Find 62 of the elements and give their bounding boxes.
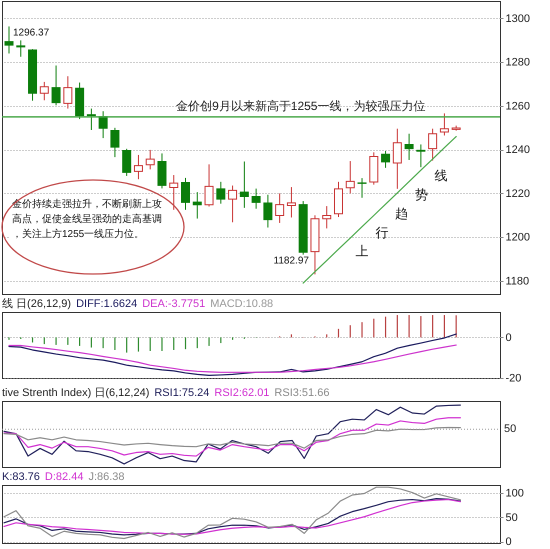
candlestick bbox=[346, 160, 355, 194]
line-series bbox=[8, 344, 457, 373]
text: DEA:-3.7751 bbox=[142, 298, 206, 310]
text: RSI1:75.24 bbox=[154, 387, 210, 399]
candlestick bbox=[192, 192, 202, 220]
text: K:83.76 bbox=[2, 471, 40, 483]
candlestick bbox=[392, 128, 402, 190]
y-tick-label: 0 bbox=[506, 536, 512, 548]
y-tick-label: 1260 bbox=[506, 100, 530, 112]
y-tick-label: 100 bbox=[506, 488, 524, 500]
candlestick bbox=[181, 177, 190, 210]
candlestick bbox=[134, 154, 143, 180]
candlestick bbox=[122, 148, 132, 176]
candlestick bbox=[110, 127, 120, 158]
y-tick-label: 1300 bbox=[506, 12, 530, 25]
ref-line-label: 金价创9月以来新高于1255一线，为较强压力位 bbox=[176, 98, 426, 113]
candlestick bbox=[240, 160, 249, 208]
candlestick bbox=[52, 65, 61, 106]
candlestick bbox=[98, 110, 108, 139]
candlestick bbox=[275, 192, 284, 224]
y-tick-label: 1280 bbox=[506, 56, 530, 69]
y-tick-label: 1200 bbox=[506, 232, 530, 244]
y-tick-label: 1180 bbox=[506, 275, 530, 288]
y-tick-label: 1220 bbox=[506, 188, 530, 200]
candlestick bbox=[404, 133, 414, 160]
chart-title: tive Strenth Index) 日(6,12,24) bbox=[2, 387, 150, 399]
candlestick bbox=[381, 150, 390, 168]
y-tick-label: 50 bbox=[506, 512, 518, 524]
candlestick bbox=[216, 181, 226, 204]
candlestick bbox=[228, 185, 238, 223]
candlestick bbox=[204, 164, 214, 208]
candlestick bbox=[63, 76, 72, 110]
text: D:82.44 bbox=[44, 471, 84, 483]
candlestick bbox=[263, 194, 272, 228]
line-series bbox=[3, 486, 461, 540]
annotation: 1296.37 bbox=[13, 27, 50, 38]
candlestick bbox=[358, 178, 367, 198]
candlestick bbox=[322, 206, 332, 229]
candlestick bbox=[40, 81, 49, 101]
candlestick bbox=[252, 188, 261, 210]
text: MACD:10.88 bbox=[210, 298, 274, 310]
candlestick bbox=[86, 108, 96, 131]
annotation: 金价持续走强拉升，不断刷新上攻高点，促使金线呈强劲的走高基调，关注上方1255一线压力位。 bbox=[12, 198, 162, 240]
candlestick bbox=[146, 149, 155, 170]
y-tick-label: 0 bbox=[506, 332, 512, 344]
y-tick-label: 1240 bbox=[506, 144, 530, 156]
candlestick bbox=[440, 112, 449, 136]
candlestick bbox=[286, 186, 296, 218]
line-series bbox=[8, 333, 457, 376]
text: DIFF:1.6624 bbox=[76, 298, 138, 310]
chart-title: 线 日(26,12,9) bbox=[2, 297, 72, 310]
text: RSI2:62.01 bbox=[214, 387, 270, 399]
annotation: 上行趋势线 bbox=[356, 168, 448, 259]
candlestick bbox=[428, 128, 438, 162]
candlestick bbox=[169, 174, 178, 210]
annotation: 1182.97 bbox=[274, 255, 310, 266]
text: J:86.38 bbox=[88, 471, 125, 483]
candlestick bbox=[16, 40, 26, 58]
candlestick bbox=[4, 26, 14, 54]
candlestick bbox=[157, 152, 166, 189]
text: RSI3:51.66 bbox=[274, 387, 330, 399]
y-tick-label: -20 bbox=[506, 372, 522, 384]
